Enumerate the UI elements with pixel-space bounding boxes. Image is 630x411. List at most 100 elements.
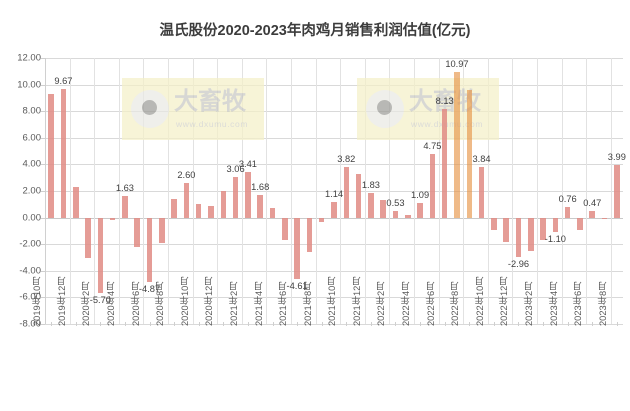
x-axis-tick <box>199 322 200 326</box>
data-label: 1.63 <box>115 182 134 193</box>
data-label: 1.14 <box>324 189 344 200</box>
y-axis-tick-label: 4.00 <box>22 158 42 170</box>
x-axis-tick <box>76 322 77 326</box>
bar <box>466 89 473 218</box>
grid-line-vertical <box>266 58 267 324</box>
grid-line-vertical <box>168 58 169 324</box>
y-axis-tick-label: 12.00 <box>17 52 41 64</box>
x-axis-tick <box>223 322 224 326</box>
bar <box>540 217 546 241</box>
x-axis-tick <box>322 322 323 326</box>
bar <box>355 173 362 218</box>
bar <box>343 166 350 218</box>
y-axis-tick <box>41 244 45 246</box>
grid-line-vertical <box>70 58 71 324</box>
x-axis-tick-label: 2021年8月 <box>302 281 313 326</box>
grid-line-vertical <box>291 58 292 324</box>
bar <box>134 217 140 247</box>
bar <box>294 217 300 279</box>
x-axis-tick <box>568 322 569 326</box>
grid-line-vertical <box>340 58 341 324</box>
data-label: -5.70 <box>89 295 111 306</box>
grid-line-vertical <box>512 58 513 324</box>
y-axis-labels: 12.00 10.00 8.00 6.00 4.00 2.00 0.00 -2.00 -4.00… <box>0 53 45 330</box>
bar <box>417 203 423 218</box>
y-axis-tick <box>41 164 45 166</box>
x-axis-tick <box>494 322 495 326</box>
grid-line <box>45 111 623 113</box>
x-axis-tick <box>420 322 421 326</box>
x-axis-tick <box>248 322 249 326</box>
data-label: 0.53 <box>386 197 405 208</box>
y-axis-tick-label: 0.00 <box>22 212 42 224</box>
grid-line <box>45 270 623 272</box>
y-axis-tick <box>41 84 45 86</box>
x-axis-tick <box>371 322 372 326</box>
x-axis-tick <box>543 322 544 326</box>
grid-line-vertical <box>119 58 120 324</box>
x-axis-tick-label: 2022年2月 <box>376 281 387 326</box>
bar <box>527 217 534 251</box>
bar <box>564 207 571 218</box>
bar <box>380 200 386 218</box>
bar <box>220 191 227 218</box>
data-label: 1.83 <box>361 180 380 191</box>
bar <box>195 203 202 218</box>
data-label: 0.76 <box>558 194 577 205</box>
x-axis-tick-label: 2021年12月 <box>351 276 362 326</box>
x-axis-tick <box>100 322 101 326</box>
bar <box>491 217 497 230</box>
bar <box>85 217 91 259</box>
data-label: -4.87 <box>138 284 161 295</box>
x-axis-tick-label: 2022年12月 <box>499 276 510 326</box>
bar <box>577 217 583 231</box>
data-label: 1.09 <box>411 190 430 201</box>
data-label: 10.97 <box>445 58 469 69</box>
x-axis-tick-label: 2019年12月 <box>56 276 67 326</box>
x-axis-tick <box>273 322 274 326</box>
data-label: 1.68 <box>251 182 270 193</box>
x-axis-tick-label: 2021年2月 <box>228 281 239 326</box>
data-label: 3.84 <box>472 153 491 164</box>
bar <box>245 172 251 218</box>
bar <box>429 154 436 218</box>
x-axis-tick-label: 2020年12月 <box>204 276 215 326</box>
data-label: 9.67 <box>54 75 73 86</box>
bar <box>257 195 263 218</box>
x-axis-tick-label: 2020年4月 <box>105 281 116 326</box>
x-axis-tick-label: 2023年4月 <box>548 281 559 326</box>
grid-line-vertical <box>143 58 144 324</box>
x-axis-tick <box>518 322 519 326</box>
x-axis-tick-label: 2020年6月 <box>130 281 141 326</box>
data-label: 8.13 <box>435 96 454 107</box>
y-axis-tick <box>41 111 45 113</box>
x-axis-tick-label: 2022年10月 <box>474 276 485 326</box>
bar <box>515 217 522 257</box>
x-axis-tick-label: 2020年2月 <box>81 281 92 326</box>
bar <box>392 210 399 218</box>
y-axis-tick <box>41 191 45 192</box>
bar-series <box>45 58 623 324</box>
grid-line <box>45 164 623 166</box>
grid-line <box>45 217 623 219</box>
data-label: 4.75 <box>423 141 442 152</box>
grid-line <box>45 324 623 325</box>
x-axis-tick <box>592 322 593 326</box>
grid-line-vertical <box>193 58 194 324</box>
bar <box>589 211 596 218</box>
x-axis-tick <box>469 322 470 326</box>
grid-line-vertical <box>414 58 415 324</box>
bar <box>208 206 214 218</box>
grid-line <box>45 58 623 59</box>
y-axis-tick-label: -4.00 <box>19 265 41 277</box>
x-axis-tick <box>346 322 347 326</box>
y-axis-tick-label: -8.00 <box>19 318 41 330</box>
data-label: 3.41 <box>238 159 257 170</box>
y-axis-tick-label: -2.00 <box>19 238 41 250</box>
x-axis-labels: 2019年10月 2019年12月 2020年2月 2020年4月 2020年6月 202… <box>32 276 623 411</box>
x-axis-tick-label: 2021年4月 <box>253 281 264 326</box>
grid-line-vertical <box>389 58 390 324</box>
x-axis-tick-label: 2023年2月 <box>524 281 535 326</box>
bar <box>48 93 54 218</box>
x-axis-tick <box>174 322 175 326</box>
